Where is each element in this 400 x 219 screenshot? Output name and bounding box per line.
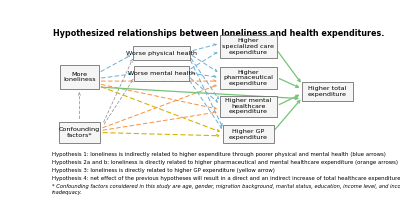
FancyBboxPatch shape bbox=[133, 46, 190, 60]
FancyBboxPatch shape bbox=[220, 67, 277, 89]
Text: Higher
pharmaceutical
expenditure: Higher pharmaceutical expenditure bbox=[223, 70, 274, 86]
Text: Hypothesis 3: loneliness is directly related to higher GP expenditure (yellow ar: Hypothesis 3: loneliness is directly rel… bbox=[52, 168, 274, 173]
Text: Worse mental health: Worse mental health bbox=[128, 71, 195, 76]
Text: Higher mental
healthcare
expenditure: Higher mental healthcare expenditure bbox=[225, 98, 272, 115]
Text: Hypothesis 4: net effect of the previous hypotheses will result in a direct and : Hypothesis 4: net effect of the previous… bbox=[52, 176, 400, 181]
FancyBboxPatch shape bbox=[58, 122, 100, 143]
Text: * Confounding factors considered in this study are age, gender, migration backgr: * Confounding factors considered in this… bbox=[52, 184, 400, 195]
Text: Higher
specialized care
expenditure: Higher specialized care expenditure bbox=[222, 38, 274, 55]
FancyBboxPatch shape bbox=[220, 96, 277, 117]
Text: Confounding
factors*: Confounding factors* bbox=[59, 127, 100, 138]
Text: Higher GP
expenditure: Higher GP expenditure bbox=[229, 129, 268, 140]
Text: More
loneliness: More loneliness bbox=[63, 72, 96, 82]
FancyBboxPatch shape bbox=[134, 66, 189, 81]
FancyBboxPatch shape bbox=[220, 35, 277, 58]
Text: Hypothesis 1: loneliness is indirectly related to higher expenditure through poo: Hypothesis 1: loneliness is indirectly r… bbox=[52, 152, 386, 157]
Text: Higher total
expenditure: Higher total expenditure bbox=[308, 86, 347, 97]
Text: Hypothesized relationships between loneliness and health expenditures.: Hypothesized relationships between lonel… bbox=[53, 29, 384, 38]
FancyBboxPatch shape bbox=[223, 125, 274, 143]
Text: Worse physical health: Worse physical health bbox=[126, 51, 197, 56]
Text: Hypothesis 2a and b: loneliness is directly related to higher pharmaceutical and: Hypothesis 2a and b: loneliness is direc… bbox=[52, 160, 398, 165]
FancyBboxPatch shape bbox=[302, 81, 353, 101]
FancyBboxPatch shape bbox=[60, 65, 99, 89]
